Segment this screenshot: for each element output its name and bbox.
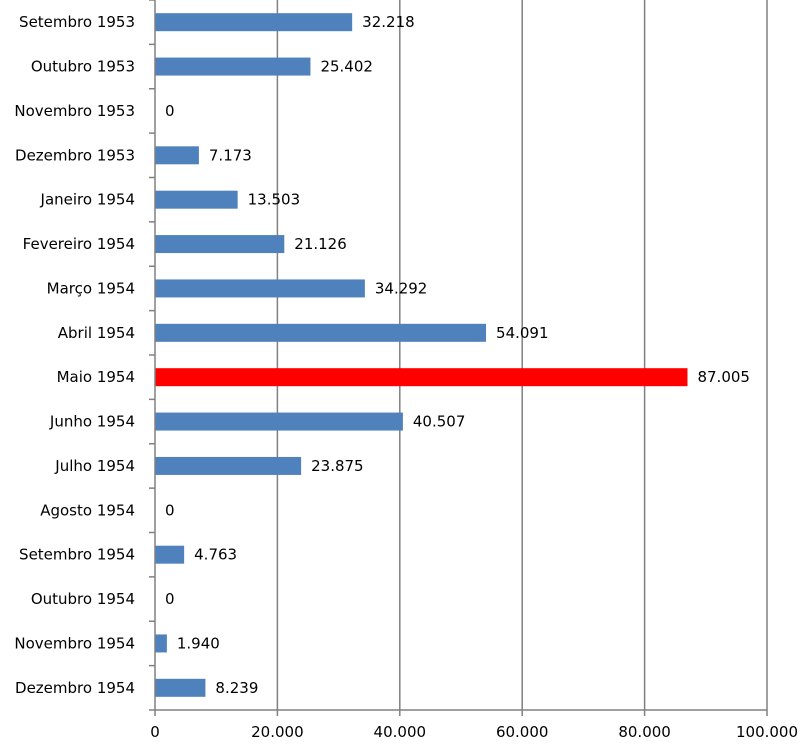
value-label: 21.126: [294, 235, 347, 253]
x-tick-label: 20.000: [251, 723, 304, 741]
bar: [155, 323, 487, 342]
bar: [155, 57, 311, 76]
bar: [155, 13, 353, 32]
category-label: Maio 1954: [57, 368, 135, 386]
value-label: 13.503: [248, 191, 301, 209]
value-label: 4.763: [194, 546, 237, 564]
bar: [155, 146, 199, 165]
grid-lines: [276, 0, 768, 710]
bar: [155, 279, 365, 298]
category-label: Novembro 1954: [14, 634, 135, 652]
x-tick-label: 80.000: [618, 723, 671, 741]
bar: [155, 368, 688, 387]
category-label: Março 1954: [47, 279, 135, 297]
axes: [149, 0, 768, 716]
category-label: Setembro 1953: [19, 13, 135, 31]
x-tick-label: 100.000: [736, 723, 798, 741]
value-label: 25.402: [320, 58, 373, 76]
category-label: Fevereiro 1954: [23, 235, 135, 253]
value-label: 1.940: [177, 634, 220, 652]
category-label: Janeiro 1954: [40, 191, 135, 209]
category-label: Novembro 1953: [14, 102, 135, 120]
value-label: 0: [165, 102, 175, 120]
value-label: 40.507: [413, 413, 466, 431]
x-tick-label: 40.000: [374, 723, 427, 741]
category-label: Outubro 1953: [31, 58, 135, 76]
bar: [155, 412, 403, 431]
value-label: 23.875: [311, 457, 364, 475]
value-label: 7.173: [209, 146, 252, 164]
category-label: Junho 1954: [49, 413, 135, 431]
category-label: Dezembro 1954: [15, 679, 135, 697]
value-label: 0: [165, 590, 175, 608]
category-label: Julho 1954: [54, 457, 135, 475]
value-label: 32.218: [362, 13, 415, 31]
category-label: Dezembro 1953: [15, 146, 135, 164]
bars: [155, 13, 688, 697]
bar: [155, 634, 167, 653]
bar: [155, 456, 302, 475]
bar: [155, 235, 285, 254]
labels: 0 20.000 40.000 60.000 80.000 100.000 Setembro…: [14, 13, 798, 741]
value-label: 54.091: [496, 324, 549, 342]
bar: [155, 678, 206, 697]
value-label: 0: [165, 501, 175, 519]
value-label: 34.292: [375, 279, 428, 297]
value-label: 8.239: [215, 679, 258, 697]
x-tick-label: 60.000: [496, 723, 549, 741]
x-tick-label: 0: [150, 723, 160, 741]
category-label: Outubro 1954: [31, 590, 135, 608]
category-label: Agosto 1954: [40, 501, 135, 519]
category-label: Setembro 1954: [19, 546, 135, 564]
bar: [155, 190, 238, 209]
category-label: Abril 1954: [58, 324, 135, 342]
bar: [155, 545, 185, 564]
value-label: 87.005: [697, 368, 750, 386]
